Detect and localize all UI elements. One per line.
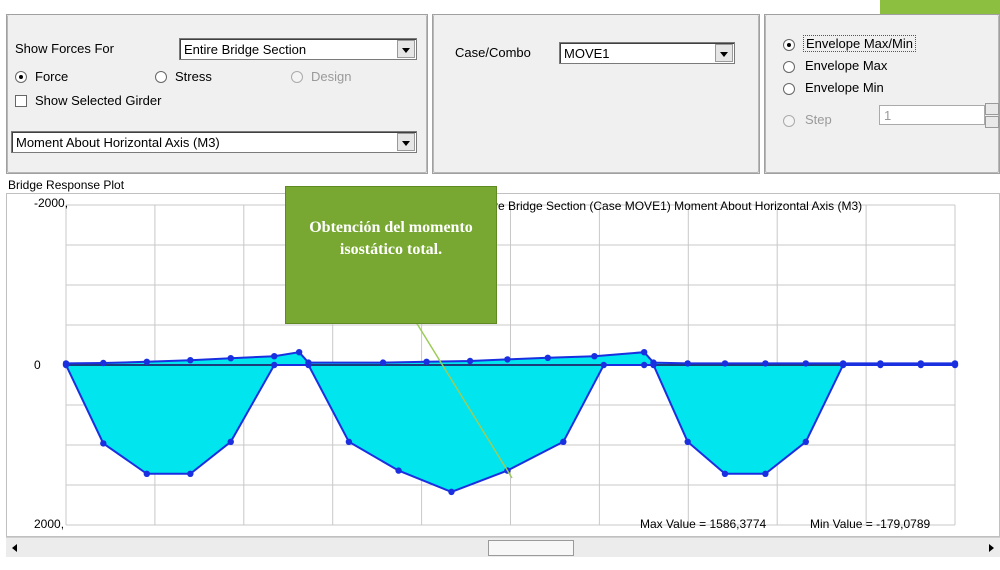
data-point-envelope-min <box>62 361 70 369</box>
data-point-envelope-min <box>448 488 455 496</box>
data-point-envelope-min <box>839 361 847 369</box>
data-point-envelope-max <box>466 357 474 365</box>
envelope-min-label: Envelope Min <box>805 80 884 95</box>
scroll-thumb[interactable] <box>488 540 574 556</box>
data-point-envelope-min <box>271 361 278 369</box>
callout-pointer-line <box>415 321 513 479</box>
envelope-max-label: Envelope Max <box>805 58 888 73</box>
chevron-down-icon[interactable] <box>397 133 415 151</box>
data-point-envelope-min <box>345 438 353 445</box>
data-point-envelope-min <box>100 440 107 447</box>
envelope-max-area <box>66 352 955 365</box>
output-options-groupbox <box>765 15 999 173</box>
load-case-panel: Case/Combo MOVE1 <box>432 14 760 174</box>
plot-title: re Bridge Section (Case MOVE1) Moment Ab… <box>494 199 863 213</box>
data-point-envelope-max <box>591 353 598 360</box>
envelope-maxmin-radio[interactable] <box>783 39 795 51</box>
data-point-envelope-min <box>951 361 959 369</box>
data-point-envelope-max <box>143 358 151 365</box>
data-point-envelope-min <box>721 470 729 477</box>
y-bottom-label: 2000, <box>34 517 65 531</box>
force-label: Force <box>35 69 69 84</box>
data-point-envelope-max <box>721 360 729 367</box>
envelope-min-radio[interactable] <box>783 83 795 95</box>
force-radio[interactable] <box>15 71 27 83</box>
min-value-text: Min Value = -179,0789 <box>810 517 931 531</box>
step-value: 1 <box>884 108 892 123</box>
show-forces-label: Show Forces For <box>15 41 114 56</box>
data-point-envelope-min <box>640 361 648 369</box>
data-point-envelope-min <box>600 361 607 369</box>
data-point-envelope-max <box>684 360 691 367</box>
data-point-envelope-max <box>271 353 278 360</box>
data-point-envelope-min <box>802 438 809 445</box>
data-point-envelope-max <box>640 349 648 356</box>
show-girder-label: Show Selected Girder <box>35 93 162 108</box>
max-value-text: Max Value = 1586,3774 <box>640 517 767 531</box>
data-point-envelope-min <box>305 361 312 369</box>
chevron-down-icon[interactable] <box>397 40 415 58</box>
data-point-envelope-min <box>917 361 925 369</box>
data-point-envelope-max <box>802 360 809 367</box>
select-display-panel: Show Forces For Entire Bridge Section Fo… <box>6 14 428 174</box>
chevron-down-icon[interactable] <box>715 44 733 62</box>
show-forces-value: Entire Bridge Section <box>184 42 307 57</box>
step-spin-up[interactable] <box>985 103 999 115</box>
data-point-envelope-max <box>762 360 769 367</box>
step-spin-down[interactable] <box>985 116 999 128</box>
horizontal-scrollbar[interactable] <box>6 537 1000 557</box>
envelope-min-area <box>66 365 955 492</box>
data-point-envelope-max <box>100 359 107 367</box>
output-options-panel: Envelope Max/Min Envelope Max Envelope M… <box>764 14 1000 174</box>
scroll-left-arrow-icon[interactable] <box>8 541 22 555</box>
envelope-points <box>62 321 959 496</box>
component-select[interactable]: Moment About Horizontal Axis (M3) <box>11 131 417 153</box>
accent-bar <box>880 0 1000 14</box>
envelope-max-radio[interactable] <box>783 61 795 73</box>
data-point-envelope-min <box>395 467 402 474</box>
data-point-envelope-max <box>423 358 430 365</box>
plot-group-title: Bridge Response Plot <box>8 178 125 192</box>
data-point-envelope-min <box>650 361 657 369</box>
data-point-envelope-max <box>379 359 387 366</box>
show-girder-checkbox[interactable] <box>15 95 27 107</box>
load-case-groupbox <box>433 15 759 173</box>
step-radio[interactable] <box>783 115 795 127</box>
data-point-envelope-min <box>227 438 234 445</box>
y-zero-label: 0 <box>34 358 41 372</box>
callout-text: Obtención del momento isostático total. <box>309 219 473 258</box>
data-point-envelope-max <box>544 354 552 361</box>
scroll-right-arrow-icon[interactable] <box>984 541 998 555</box>
select-display-groupbox <box>7 15 427 173</box>
show-forces-select[interactable]: Entire Bridge Section <box>179 38 417 60</box>
step-label: Step <box>805 112 832 127</box>
envelope-maxmin-label: Envelope Max/Min <box>803 35 916 52</box>
data-point-envelope-min <box>560 438 567 445</box>
design-radio[interactable] <box>291 71 303 83</box>
case-combo-select[interactable]: MOVE1 <box>559 42 735 64</box>
stress-label: Stress <box>175 69 212 84</box>
envelope-fill <box>66 352 955 492</box>
component-value: Moment About Horizontal Axis (M3) <box>16 135 220 150</box>
data-point-envelope-max <box>504 356 511 363</box>
step-input[interactable]: 1 <box>879 105 985 125</box>
data-point-envelope-min <box>684 438 691 445</box>
data-point-envelope-min <box>187 470 194 477</box>
case-combo-label: Case/Combo <box>455 45 531 60</box>
annotation-callout: Obtención del momento isostático total. <box>285 186 497 324</box>
case-combo-value: MOVE1 <box>564 46 610 61</box>
data-point-envelope-max <box>227 355 234 362</box>
data-point-envelope-min <box>877 361 884 369</box>
data-point-envelope-max <box>295 349 303 356</box>
data-point-envelope-max <box>187 357 194 364</box>
series-line-envelope-max <box>65 351 955 365</box>
data-point-envelope-min <box>762 470 769 477</box>
y-top-label: -2000, <box>34 196 69 210</box>
stress-radio[interactable] <box>155 71 167 83</box>
design-label: Design <box>311 69 352 84</box>
data-point-envelope-min <box>143 470 151 477</box>
